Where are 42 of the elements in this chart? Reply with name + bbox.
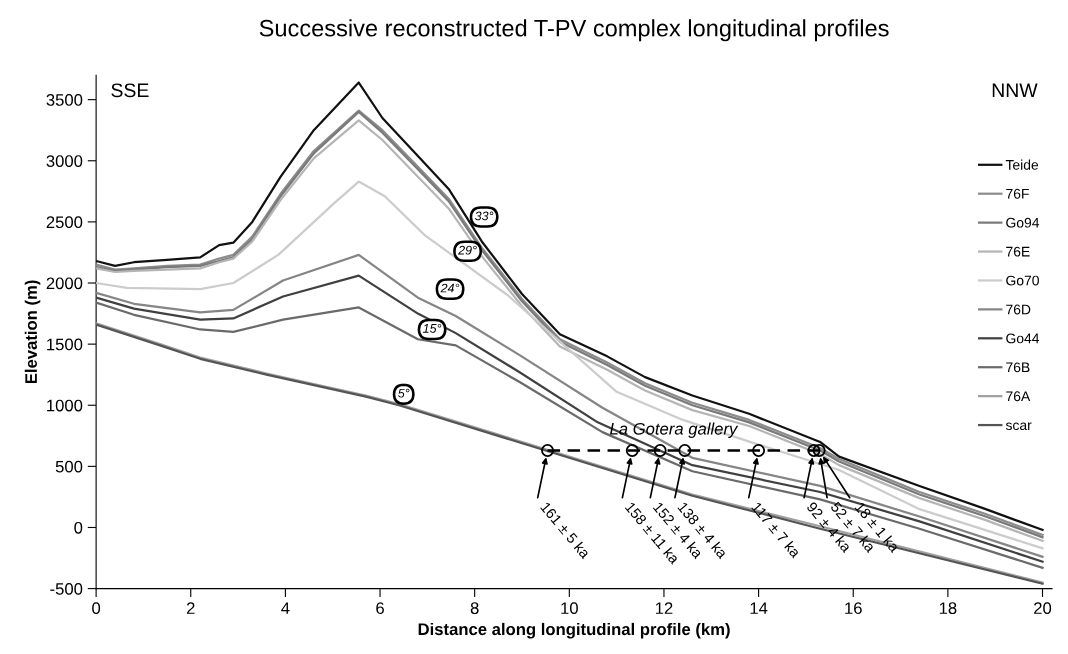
x-tick-label: 12 <box>655 602 673 614</box>
y-tick-label: 0 <box>74 521 83 534</box>
x-tick-label: 10 <box>561 602 578 615</box>
chart-title: Successive reconstructed T-PV complex longitudinal profiles <box>259 19 889 42</box>
y-tick-label: 1500 <box>47 338 83 351</box>
legend-label: 76D <box>1006 304 1031 315</box>
y-tick-label: 2500 <box>46 216 83 229</box>
x-tick-label: 14 <box>750 602 768 614</box>
annotation: 33° <box>474 211 494 221</box>
y-tick-label: 2000 <box>46 277 83 290</box>
legend-label: 76F <box>1006 188 1029 199</box>
legend-label: Teide <box>1005 159 1039 170</box>
annotation: NNW <box>992 83 1038 97</box>
x-tick-label: 16 <box>845 602 862 615</box>
annotation: 15° <box>422 323 442 333</box>
legend-label: Go94 <box>1006 217 1040 228</box>
x-tick-label: 20 <box>1034 602 1052 615</box>
x-tick-label: 8 <box>470 602 479 615</box>
annotation: 117 ± 7 ka <box>751 501 802 559</box>
annotation: 29° <box>458 245 477 255</box>
x-tick-label: 6 <box>376 602 384 615</box>
x-tick-label: 4 <box>281 602 290 614</box>
y-tick-label: -500 <box>50 583 83 595</box>
y-tick-label: 500 <box>55 460 83 473</box>
legend-label: Go70 <box>1006 275 1039 286</box>
legend-label: Go44 <box>1006 333 1040 344</box>
x-tick-label: 18 <box>939 602 957 615</box>
annotation: 5° <box>398 388 410 398</box>
annotation: 24° <box>440 283 460 293</box>
x-tick-label: 0 <box>92 602 101 615</box>
legend-label: 76E <box>1006 246 1030 257</box>
y-axis-title: Elevation (m) <box>24 280 41 384</box>
x-axis-title: Distance along longitudinal profile (km) <box>418 622 730 639</box>
y-tick-label: 1000 <box>47 399 83 412</box>
legend-label: 76A <box>1006 391 1031 402</box>
x-tick-label: 2 <box>186 602 195 614</box>
y-tick-label: 3500 <box>46 94 83 106</box>
annotation: SSE <box>111 83 149 98</box>
y-tick-label: 3000 <box>46 155 83 167</box>
legend-label: scar <box>1005 422 1032 431</box>
legend-label: 76B <box>1006 362 1030 373</box>
annotation: 161 ± 5 ka <box>540 501 592 560</box>
